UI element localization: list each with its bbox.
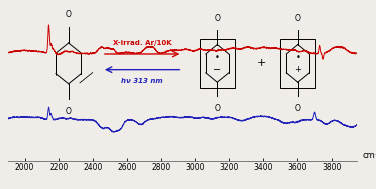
Text: hν 313 nm: hν 313 nm xyxy=(121,77,163,84)
Text: +: + xyxy=(256,58,266,68)
Text: O: O xyxy=(214,14,220,23)
Text: O: O xyxy=(66,10,72,19)
Text: O: O xyxy=(295,14,301,23)
Text: cm⁻¹: cm⁻¹ xyxy=(362,151,376,160)
Text: X-irrad. Ar/10K: X-irrad. Ar/10K xyxy=(113,40,171,46)
Text: •: • xyxy=(295,53,300,62)
Text: −: − xyxy=(213,65,221,75)
Text: O: O xyxy=(295,104,301,113)
Text: O: O xyxy=(66,107,72,116)
Text: +: + xyxy=(294,65,301,74)
Text: •: • xyxy=(215,53,220,62)
Text: O: O xyxy=(214,104,220,113)
